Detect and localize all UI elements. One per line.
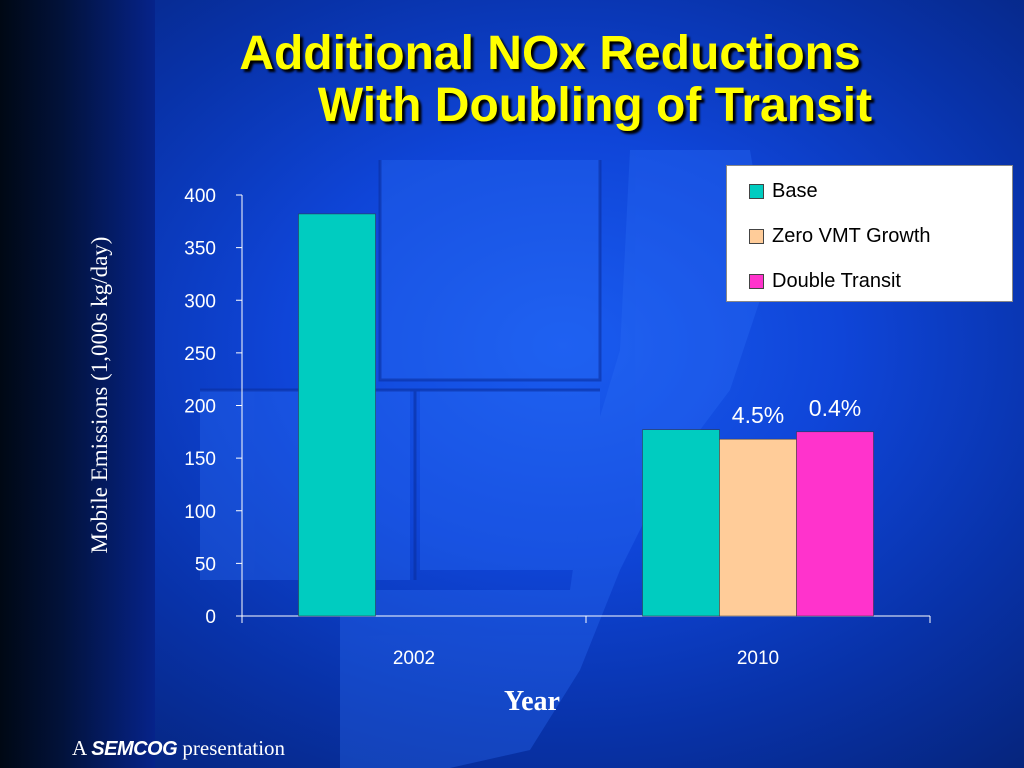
footer-prefix: A — [72, 736, 87, 760]
bar-2002-base — [298, 213, 376, 617]
title-line-2: With Doubling of Transit — [317, 79, 873, 132]
legend-label-base: Base — [772, 179, 818, 202]
y-tick-label: 50 — [195, 554, 216, 575]
y-tick-label: 250 — [184, 344, 216, 365]
footer-suffix: presentation — [182, 736, 286, 760]
y-tick-label: 300 — [184, 291, 216, 312]
bar-2010-zero-vmt-growth — [719, 438, 797, 617]
y-tick-label: 150 — [184, 449, 216, 470]
bar-2010-base — [642, 429, 720, 617]
legend-swatch-zero-vmt-growth — [749, 228, 764, 244]
x-tick-label: 2010 — [737, 648, 779, 669]
y-tick-label: 100 — [184, 502, 216, 523]
legend-item-double-transit: Double Transit — [749, 269, 901, 293]
x-axis-label: Year — [504, 686, 560, 717]
legend-label-zero-vmt-growth: Zero VMT Growth — [772, 224, 931, 247]
data-label-annotation: 0.4% — [809, 395, 861, 421]
bar-2010-double-transit — [796, 431, 874, 617]
legend-item-base: Base — [749, 179, 818, 203]
footer-credit: A SEMCOG presentation — [72, 736, 285, 761]
y-tick-label: 400 — [184, 186, 216, 207]
x-tick-label: 2002 — [393, 648, 435, 669]
semcog-logo-text: SEMCOG — [91, 738, 178, 760]
y-tick-label: 0 — [205, 607, 216, 628]
y-tick-label: 350 — [184, 239, 216, 260]
title-line-1: Additional NOx Reductions — [239, 27, 861, 80]
data-label-annotation: 4.5% — [732, 402, 784, 428]
chart-legend: Base Zero VMT Growth Double Transit — [726, 165, 1013, 302]
legend-swatch-base — [749, 183, 764, 199]
legend-swatch-double-transit — [749, 273, 764, 289]
y-tick-label: 200 — [184, 397, 216, 418]
legend-item-zero-vmt-growth: Zero VMT Growth — [749, 224, 931, 248]
left-gradient-bar — [0, 0, 155, 768]
legend-label-double-transit: Double Transit — [772, 269, 901, 292]
slide-title: Additional NOx Reductions With Doubling … — [120, 28, 980, 132]
